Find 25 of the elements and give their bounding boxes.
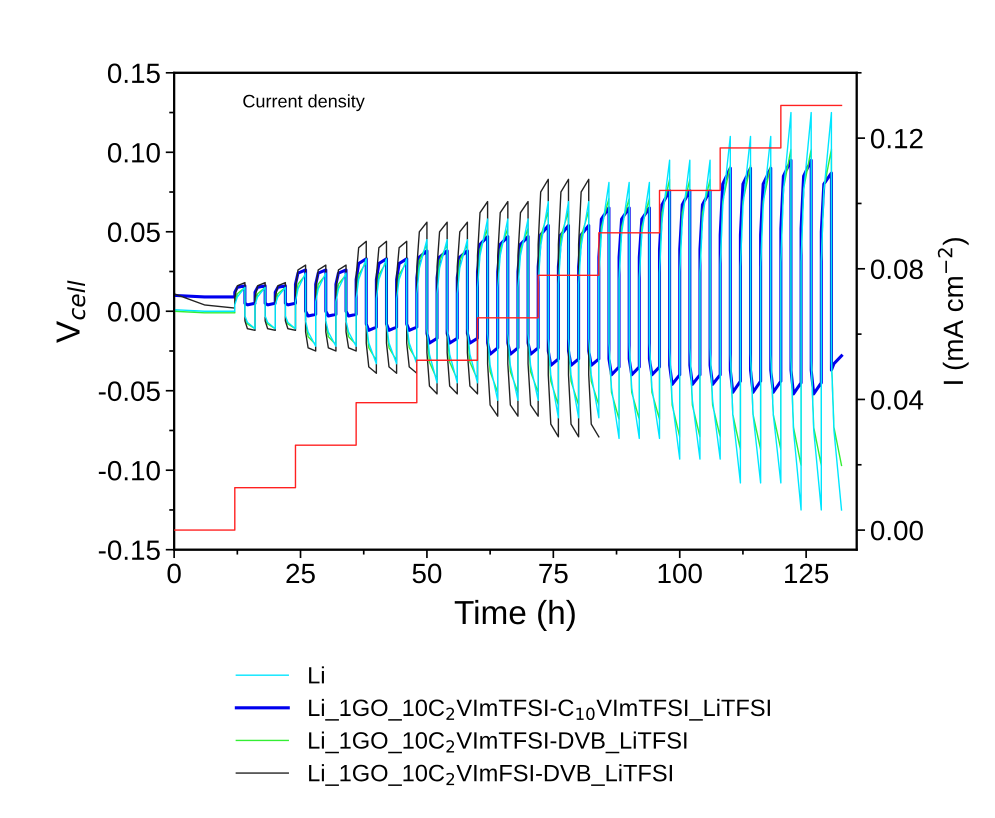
x-axis-title: Time (h) bbox=[454, 600, 575, 631]
y2-tick-label: 0.08 bbox=[870, 259, 923, 280]
y-axis-title: V$_{cell}$ bbox=[56, 280, 86, 343]
y-tick-label: 0.00 bbox=[108, 302, 160, 322]
y-tick-label: -0.05 bbox=[98, 381, 160, 402]
x-tick-label: 50 bbox=[412, 564, 442, 584]
y-tick-label: -0.15 bbox=[98, 540, 160, 560]
legend-label: Li_1GO_10C$_{2}$VImFSI-DVB_LiTFSI bbox=[309, 764, 672, 786]
y-tick-label: 0.05 bbox=[108, 222, 160, 242]
y2-tick-label: 0.04 bbox=[870, 390, 924, 410]
x-tick-label: 0 bbox=[167, 564, 181, 584]
y2-axis-title: I (mA cm$^{−2}$) bbox=[938, 238, 969, 384]
x-tick-label: 100 bbox=[658, 564, 702, 584]
y2-tick-label: 0.12 bbox=[870, 128, 923, 148]
legend-label: Li_1GO_10C$_{2}$VImTFSI-DVB_LiTFSI bbox=[309, 731, 686, 754]
annotation: Current density bbox=[243, 94, 365, 112]
y-tick-label: 0.15 bbox=[108, 63, 160, 84]
legend-label: Li_1GO_10C$_{2}$VImTFSI-C$_{10}$VImTFSI_LiTFSI bbox=[309, 698, 770, 721]
y-tick-label: -0.10 bbox=[98, 460, 160, 481]
x-tick-label: 75 bbox=[539, 564, 568, 584]
x-tick-label: 25 bbox=[286, 564, 315, 584]
legend-label: Li bbox=[309, 666, 324, 684]
y2-tick-label: 0.00 bbox=[870, 520, 923, 540]
y-tick-label: 0.10 bbox=[108, 142, 160, 163]
x-tick-label: 125 bbox=[785, 564, 828, 584]
